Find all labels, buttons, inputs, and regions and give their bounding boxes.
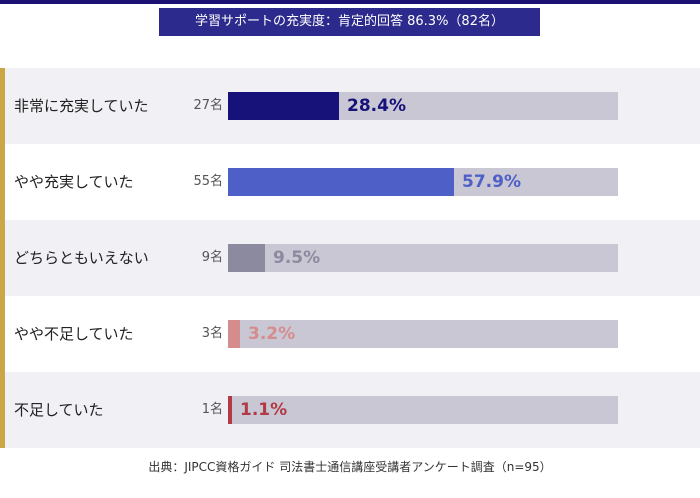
value-label: 9.5% [273, 248, 321, 268]
bar-row: 非常に充実していた 27名 28.4% [5, 68, 700, 144]
source-note: 出典：JIPCC資格ガイド 司法書士通信講座受講者アンケート調査（n=95） [148, 460, 552, 474]
category-label: どちらともいえない [14, 249, 149, 267]
category-label: 非常に充実していた [14, 97, 149, 115]
bar-fill [228, 92, 339, 120]
bar-row: どちらともいえない 9名 9.5% [5, 220, 700, 296]
count-label: 9名 [201, 250, 223, 265]
bar-row: やや充実していた 55名 57.9% [5, 144, 700, 220]
count-label: 3名 [201, 326, 223, 341]
bar-row: 不足していた 1名 1.1% [5, 372, 700, 448]
bar-fill [228, 244, 265, 272]
category-label: やや不足していた [14, 325, 134, 343]
bar-track: 28.4% [228, 92, 618, 120]
value-label: 1.1% [240, 400, 288, 420]
bar-track: 9.5% [228, 244, 618, 272]
value-label: 57.9% [462, 172, 521, 192]
category-label: やや充実していた [14, 173, 134, 191]
bar-row: やや不足していた 3名 3.2% [5, 296, 700, 372]
bar-fill [228, 396, 232, 424]
bar-track: 3.2% [228, 320, 618, 348]
top-rule [0, 0, 700, 4]
category-label: 不足していた [14, 401, 104, 419]
bar-track: 1.1% [228, 396, 618, 424]
bar-fill [228, 168, 454, 196]
chart-title: 学習サポートの充実度：肯定的回答 86.3%（82名） [159, 8, 540, 36]
accent-bar [0, 68, 5, 448]
bar-track: 57.9% [228, 168, 618, 196]
count-label: 55名 [193, 174, 223, 189]
count-label: 1名 [201, 402, 223, 417]
count-label: 27名 [193, 98, 223, 113]
bar-fill [228, 320, 240, 348]
value-label: 3.2% [248, 324, 296, 344]
value-label: 28.4% [347, 96, 406, 116]
